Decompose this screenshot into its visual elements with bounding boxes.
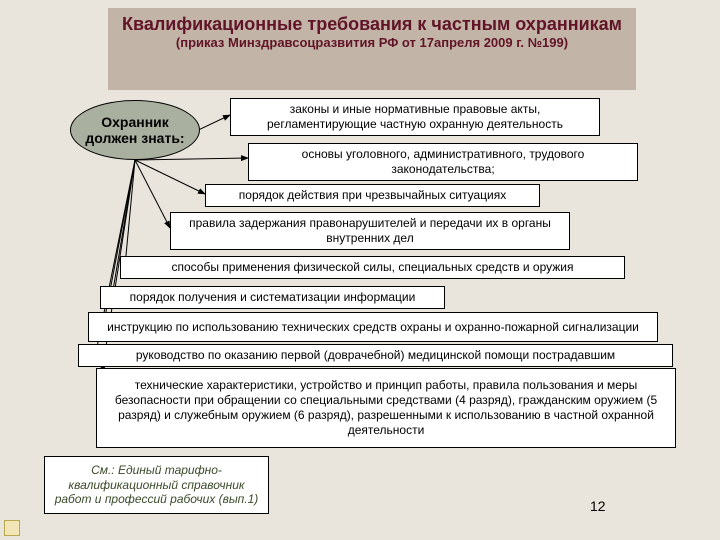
footnote-text: См.: Единый тарифно-квалификационный спр… (51, 463, 262, 506)
knowledge-box-0: законы и иные нормативные правовые акты,… (230, 98, 600, 136)
footnote-box: См.: Единый тарифно-квалификационный спр… (44, 456, 269, 514)
page-number: 12 (590, 498, 606, 514)
knowledge-box-4: способы применения физической силы, спец… (120, 256, 625, 279)
knowledge-box-1: основы уголовного, административного, тр… (248, 143, 638, 181)
connector-3 (135, 160, 170, 228)
knowledge-box-7: руководство по оказанию первой (доврачеб… (78, 344, 673, 367)
slide: Квалификационные требования к частным ох… (0, 0, 720, 540)
knowledge-box-text-2: порядок действия при чрезвычайных ситуац… (239, 188, 506, 203)
title-sub: (приказ Минздравсоцразвития РФ от 17апре… (118, 35, 626, 50)
knowledge-box-text-0: законы и иные нормативные правовые акты,… (237, 102, 593, 132)
knowledge-box-text-8: технические характеристики, устройство и… (103, 378, 669, 438)
source-ellipse: Охранник должен знать: (70, 100, 200, 160)
knowledge-box-3: правила задержания правонарушителей и пе… (170, 212, 570, 250)
knowledge-box-2: порядок действия при чрезвычайных ситуац… (205, 184, 540, 207)
connector-2 (135, 160, 205, 194)
knowledge-box-text-7: руководство по оказанию первой (доврачеб… (136, 348, 615, 363)
knowledge-box-text-4: способы применения физической силы, спец… (171, 260, 573, 275)
knowledge-box-text-6: инструкцию по использованию технических … (107, 320, 639, 335)
title-box: Квалификационные требования к частным ох… (108, 8, 636, 90)
knowledge-box-text-5: порядок получения и систематизации инфор… (130, 290, 416, 305)
title-main: Квалификационные требования к частным ох… (118, 14, 626, 35)
knowledge-box-text-3: правила задержания правонарушителей и пе… (177, 216, 563, 246)
corner-hint-icon (4, 520, 20, 536)
knowledge-box-text-1: основы уголовного, административного, тр… (255, 147, 631, 177)
source-text: Охранник должен знать: (75, 114, 195, 146)
knowledge-box-8: технические характеристики, устройство и… (96, 368, 676, 448)
connector-4 (125, 160, 135, 266)
knowledge-box-5: порядок получения и систематизации инфор… (100, 286, 445, 309)
knowledge-box-6: инструкцию по использованию технических … (88, 312, 658, 342)
